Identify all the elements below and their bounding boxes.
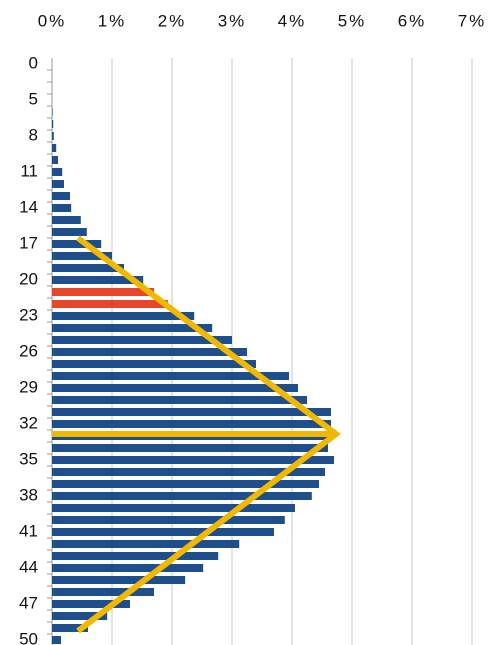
bar (52, 180, 64, 188)
bar (52, 264, 124, 272)
bar (52, 216, 81, 224)
bar (52, 384, 298, 392)
bar (52, 132, 54, 140)
bar (52, 252, 112, 260)
bar (52, 120, 54, 128)
y-tick-label: 23 (19, 305, 38, 324)
y-tick-label: 41 (19, 521, 38, 540)
bar (52, 360, 256, 368)
bar (52, 204, 72, 212)
x-tick-label: 4% (278, 11, 307, 30)
bar (52, 612, 108, 620)
y-tick-label: 8 (29, 125, 38, 144)
y-tick-label: 32 (19, 413, 38, 432)
y-tick-label: 5 (29, 89, 38, 108)
bar (52, 444, 328, 452)
x-tick-label: 1% (98, 11, 127, 30)
bar (52, 504, 295, 512)
y-tick-label: 0 (29, 53, 38, 72)
annotation-lines (52, 235, 341, 634)
bar (52, 420, 331, 428)
bar (52, 528, 274, 536)
bar (52, 300, 168, 308)
bar (52, 348, 247, 356)
bar (52, 192, 70, 200)
bar (52, 408, 331, 416)
x-tick-label: 3% (218, 11, 247, 30)
bar (52, 516, 285, 524)
y-tick-label: 35 (19, 449, 38, 468)
bar (52, 240, 102, 248)
bar (52, 468, 325, 476)
bar (52, 372, 289, 380)
x-tick-label: 2% (158, 11, 187, 30)
bar (52, 288, 154, 296)
bar (52, 492, 312, 500)
y-tick-label: 44 (19, 557, 38, 576)
x-tick-label: 0% (38, 11, 67, 30)
bar (52, 576, 186, 584)
bar (52, 156, 58, 164)
y-tick-label: 17 (19, 233, 38, 252)
bar (52, 324, 213, 332)
bar (52, 168, 63, 176)
bar (52, 588, 154, 596)
labels: 0% 1% 2% 3% 4% 5% 6% 7% 0 5 8 11 14 17 20 23 26 29 32 35 38 4… (19, 11, 487, 645)
y-tick-label: 20 (19, 269, 38, 288)
bar (52, 636, 61, 644)
x-tick-label: 6% (398, 11, 427, 30)
bar (52, 336, 232, 344)
y-tick-label: 26 (19, 341, 38, 360)
bar (52, 312, 195, 320)
bar (52, 564, 204, 572)
bar (52, 396, 307, 404)
x-tick-label: 7% (458, 11, 487, 30)
y-tick-label: 11 (20, 161, 38, 180)
y-tick-label: 14 (19, 197, 38, 216)
bar (52, 456, 334, 464)
bar (52, 276, 144, 284)
bar (52, 540, 240, 548)
x-tick-label: 5% (338, 11, 367, 30)
bar (52, 624, 88, 632)
bar (52, 144, 57, 152)
bar (52, 228, 87, 236)
y-tick-label: 47 (19, 593, 38, 612)
y-tick-label: 50 (19, 629, 38, 645)
y-tick-label: 29 (19, 377, 38, 396)
bar (52, 552, 219, 560)
bar (52, 480, 319, 488)
y-tick-label: 38 (19, 485, 38, 504)
bar (52, 600, 130, 608)
bar (52, 108, 53, 116)
